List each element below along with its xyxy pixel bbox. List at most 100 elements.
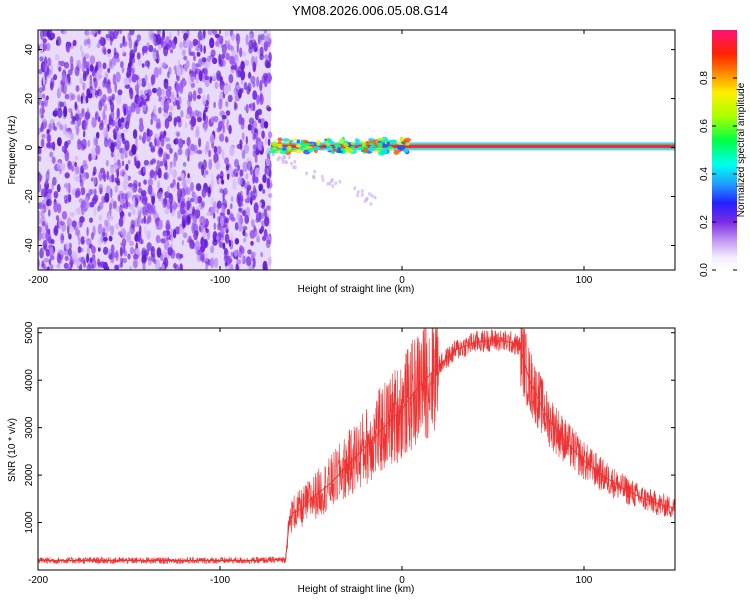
noise-blob xyxy=(38,231,42,241)
noise-blob xyxy=(148,141,153,148)
noise-blob xyxy=(230,195,234,202)
noise-blob xyxy=(116,93,122,106)
noise-blob xyxy=(156,138,160,148)
noise-blob xyxy=(207,187,212,198)
noise-blob xyxy=(147,129,153,137)
noise-blob xyxy=(236,33,241,45)
noise-tail-blob xyxy=(334,181,338,186)
noise-blob xyxy=(86,264,92,270)
noise-blob xyxy=(57,137,62,147)
noise-tail-blob xyxy=(338,179,342,184)
noise-blob xyxy=(252,144,258,150)
noise-blob xyxy=(255,211,262,222)
noise-blob xyxy=(122,137,126,145)
noise-blob xyxy=(94,188,97,196)
noise-blob xyxy=(40,138,45,148)
noise-blob xyxy=(228,239,232,247)
noise-blob xyxy=(179,204,185,215)
noise-blob xyxy=(229,145,235,157)
signal-blob xyxy=(277,143,283,149)
noise-blob xyxy=(150,118,153,126)
noise-blob xyxy=(187,146,191,158)
noise-blob xyxy=(70,212,75,217)
noise-blob xyxy=(229,55,235,65)
noise-blob xyxy=(203,61,208,72)
noise-blob xyxy=(228,124,232,135)
noise-blob xyxy=(218,98,223,110)
noise-blob xyxy=(201,94,207,106)
noise-blob xyxy=(45,42,51,52)
signal-blob xyxy=(365,140,370,146)
noise-blob xyxy=(64,172,70,179)
noise-blob xyxy=(39,90,42,100)
noise-blob xyxy=(57,161,62,171)
noise-blob xyxy=(223,187,228,196)
noise-blob xyxy=(84,111,91,120)
signal-blob xyxy=(361,143,366,147)
noise-blob xyxy=(58,66,62,72)
noise-blob xyxy=(194,195,199,205)
noise-blob xyxy=(191,62,196,72)
noise-blob xyxy=(243,144,250,154)
noise-blob xyxy=(99,36,104,47)
noise-blob xyxy=(84,119,88,131)
noise-blob xyxy=(102,170,106,180)
noise-blob xyxy=(39,56,44,62)
noise-blob xyxy=(105,33,110,39)
noise-blob xyxy=(245,206,250,217)
snr-series-line xyxy=(38,339,675,562)
signal-blob xyxy=(383,144,389,148)
noise-blob xyxy=(212,73,217,80)
signal-blob xyxy=(332,148,338,152)
noise-blob xyxy=(75,125,79,136)
noise-tail-blob xyxy=(368,192,371,196)
noise-blob xyxy=(79,140,83,146)
noise-blob xyxy=(167,115,173,122)
noise-blob xyxy=(147,215,152,224)
noise-blob xyxy=(192,206,196,217)
noise-blob xyxy=(121,40,128,48)
snr-x-tick-label: 0 xyxy=(399,575,405,586)
noise-blob xyxy=(172,202,178,210)
noise-blob xyxy=(267,138,271,146)
noise-blob xyxy=(121,198,127,204)
noise-blob xyxy=(235,84,242,90)
colorbar-ticks: 0.0 0.2 0.4 0.6 0.8 xyxy=(699,71,737,277)
noise-blob xyxy=(120,61,124,69)
noise-blob xyxy=(189,239,195,249)
noise-blob xyxy=(246,160,253,171)
noise-blob xyxy=(189,197,195,203)
noise-blob xyxy=(195,73,199,85)
noise-blob xyxy=(266,32,271,43)
noise-blob xyxy=(98,184,104,190)
spectrogram-y-tick-label: -20 xyxy=(24,189,35,204)
noise-blob xyxy=(230,203,233,210)
noise-blob xyxy=(95,144,101,156)
noise-blob xyxy=(213,257,219,269)
noise-blob xyxy=(253,224,256,233)
noise-blob xyxy=(254,110,259,121)
noise-blob xyxy=(172,229,177,239)
noise-blob xyxy=(98,89,103,101)
noise-blob xyxy=(105,123,109,133)
noise-blob xyxy=(178,253,184,259)
noise-blob xyxy=(97,236,103,246)
noise-blob xyxy=(183,55,188,61)
noise-blob xyxy=(252,61,257,73)
noise-blob xyxy=(138,182,141,188)
noise-blob xyxy=(117,134,123,143)
noise-blob xyxy=(61,211,68,220)
noise-blob xyxy=(175,82,180,94)
noise-blob xyxy=(102,261,108,270)
noise-blob xyxy=(70,120,76,125)
noise-blob xyxy=(222,228,226,236)
noise-blob xyxy=(221,53,226,60)
noise-blob xyxy=(123,128,129,133)
noise-blob xyxy=(93,206,97,217)
noise-blob xyxy=(268,163,272,169)
noise-blob xyxy=(190,71,195,82)
noise-blob xyxy=(67,194,72,203)
noise-blob xyxy=(170,48,173,54)
noise-blob xyxy=(157,180,161,191)
